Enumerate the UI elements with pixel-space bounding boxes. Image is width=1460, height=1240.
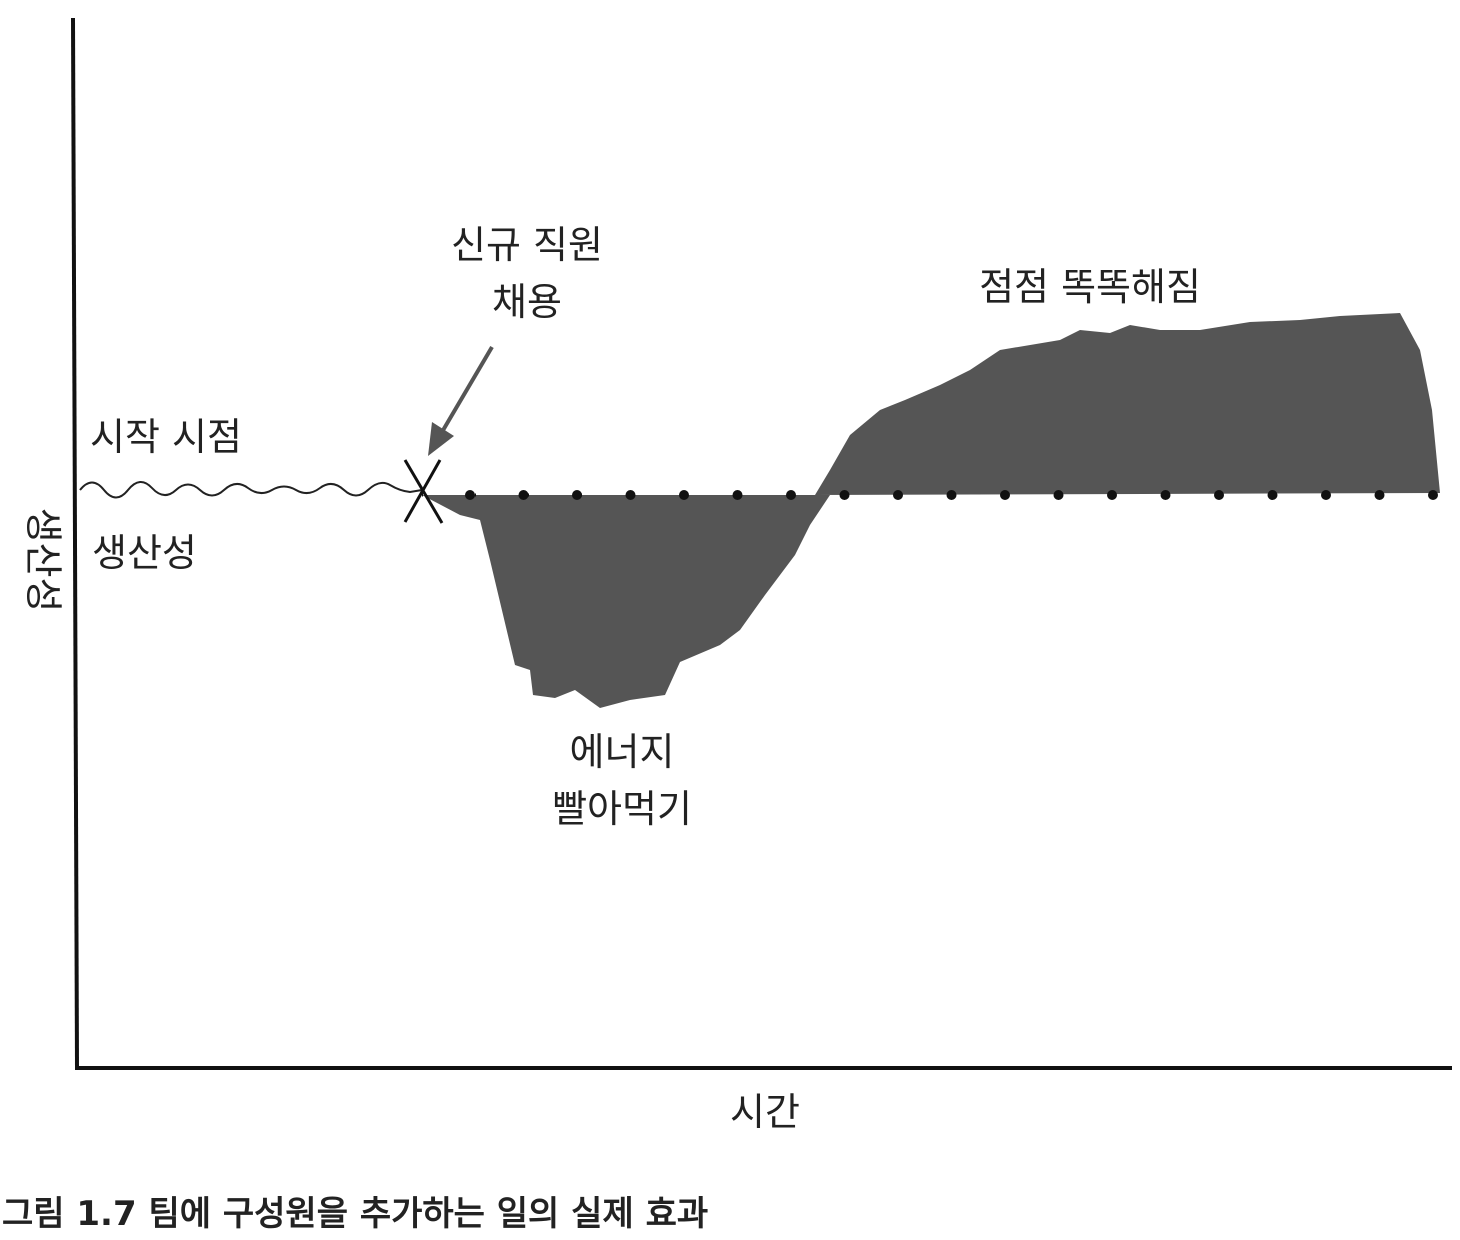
- dot: [625, 490, 636, 500]
- arrow: [440, 345, 494, 434]
- dot: [839, 490, 850, 500]
- annotation: 에너지: [570, 730, 675, 774]
- dot: [572, 490, 582, 500]
- caption: 그림 1.7 팀에 구성원을 추가하는 일의 실제 효과: [2, 1194, 708, 1234]
- dot: [1321, 490, 1331, 500]
- dot: [1053, 490, 1064, 500]
- arrow-head: [428, 422, 454, 456]
- x-axis-label: 시간: [730, 1090, 800, 1134]
- y-axis: [71, 17, 79, 1069]
- dot: [1160, 490, 1171, 500]
- dot: [1107, 490, 1117, 500]
- annotation: 시작 시점: [90, 415, 242, 459]
- dot: [465, 490, 475, 500]
- dot: [946, 490, 957, 500]
- hire-marker: [403, 459, 444, 524]
- dot: [786, 490, 796, 500]
- annotation: 빨아먹기: [552, 787, 692, 831]
- dot: [1267, 490, 1278, 500]
- dot: [1374, 490, 1385, 500]
- dot: [1214, 490, 1224, 500]
- dots: [465, 490, 1438, 500]
- dot: [1000, 490, 1010, 500]
- dot: [518, 490, 529, 500]
- dot: [1428, 490, 1438, 500]
- smarter-area: [815, 313, 1440, 495]
- annotation: 채용: [492, 280, 562, 324]
- dot: [679, 490, 689, 500]
- annotation: 신규 직원: [451, 223, 603, 267]
- startup-line: [79, 481, 423, 499]
- annotation: 점점 똑똑해짐: [979, 265, 1201, 309]
- dot: [732, 490, 743, 500]
- annotation: 생산성: [92, 531, 197, 575]
- y-axis-label: 생산성: [21, 508, 65, 613]
- dot: [893, 490, 903, 500]
- energy-drain-area: [422, 495, 830, 708]
